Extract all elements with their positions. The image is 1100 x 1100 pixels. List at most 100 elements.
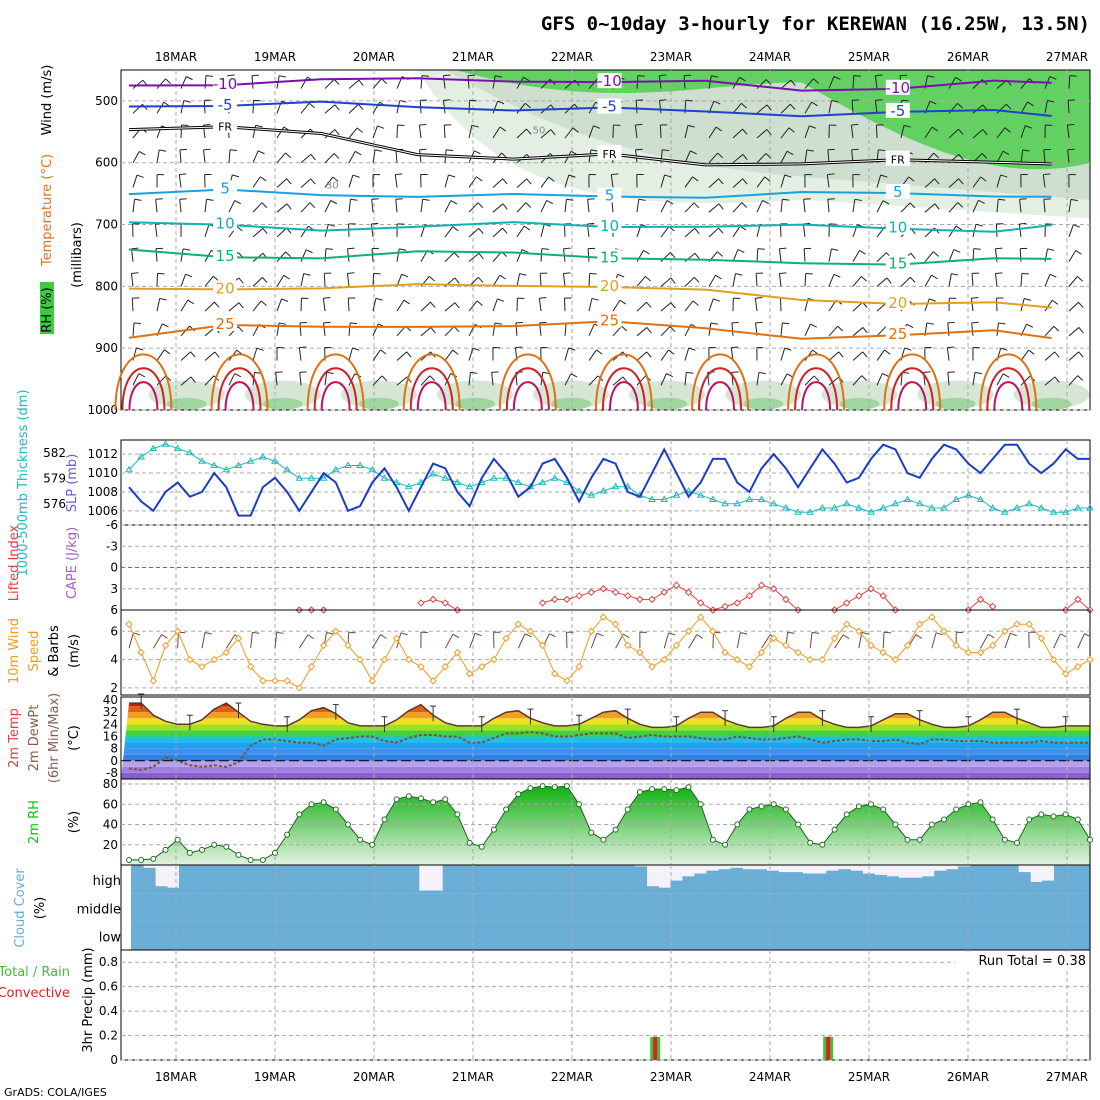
upper-wind-barb <box>684 125 689 139</box>
thickness-marker <box>1049 508 1058 515</box>
upper-wind-barb <box>947 372 950 386</box>
rh-marker <box>527 785 534 792</box>
upper-wind-barb-flag <box>788 127 795 133</box>
upper-wind-barb <box>588 78 598 89</box>
upper-wind-barb <box>322 298 326 312</box>
upper-wind-barb-flag <box>281 298 289 302</box>
thickness-marker <box>307 474 316 481</box>
upper-wind-barb-flag <box>1067 123 1075 126</box>
wind-speed-marker <box>709 627 717 635</box>
upper-wind-barb <box>324 248 327 262</box>
lifted-index-marker <box>697 599 705 607</box>
rh-tick-label: 80 <box>103 777 118 791</box>
cloud-bar-middle <box>850 893 863 922</box>
wind-10m-barb <box>201 632 206 649</box>
upper-wind-barb <box>780 322 783 336</box>
isotherm-label-bg <box>597 98 622 114</box>
wind-10m-barb-flag <box>133 632 141 636</box>
cloud-bar-middle <box>250 893 264 922</box>
upper-wind-barb-flag <box>164 349 171 355</box>
upper-wind-barb-flag <box>286 203 292 210</box>
rh-marker <box>138 856 145 863</box>
rh-marker <box>928 821 935 828</box>
cloud-bar-low <box>706 921 719 950</box>
upper-wind-barb <box>1020 78 1030 89</box>
rh-marker <box>284 831 291 838</box>
upper-wind-barb <box>1042 174 1046 188</box>
precip-conv-bar <box>826 1036 831 1060</box>
cloud-bar-high <box>994 865 1007 894</box>
warm-contour <box>594 353 653 411</box>
upper-wind-barb-flag <box>502 227 508 234</box>
cloud-bar-low <box>286 921 300 950</box>
temp-tick-label: 0 <box>110 754 118 768</box>
upper-wind-barb <box>732 273 736 287</box>
precip-panel: 0.8 0.6 0.4 0.2 0 Run Total = 0.38 Total / Rai… <box>0 947 1091 1067</box>
wind-10m-barb-flag <box>787 631 795 634</box>
rh-marker <box>831 826 838 833</box>
upper-wind-barb-flag <box>1021 272 1029 275</box>
upper-wind-barb <box>1067 100 1070 114</box>
upper-wind-barb <box>708 298 714 312</box>
upper-wind-barb <box>1019 199 1022 213</box>
upper-wind-barb-flag <box>399 248 407 251</box>
rh-marker <box>734 821 741 828</box>
upper-wind-barb-flag <box>237 326 244 333</box>
upper-wind-barb <box>156 298 161 312</box>
upper-wind-barb <box>443 124 446 139</box>
rh-marker <box>612 826 619 833</box>
cloud-bar-high <box>190 865 204 894</box>
wind-speed-marker <box>1086 655 1094 664</box>
slp-tick-label: 1006 <box>87 504 118 518</box>
wind-speed-marker <box>1025 620 1033 628</box>
upper-wind-barb <box>516 273 521 287</box>
upper-wind-barb <box>516 178 528 188</box>
rh-marker <box>746 806 753 813</box>
ylabel-rh-2: (%) <box>67 811 82 834</box>
upper-wind-barb-flag <box>934 178 940 185</box>
upper-wind-barb-flag <box>333 79 340 85</box>
cloud-bar-middle <box>574 893 588 922</box>
x-tick-label-bottom: 19MAR <box>254 1070 296 1084</box>
x-tick-label-top: 27MAR <box>1046 50 1088 64</box>
upper-wind-barb-flag <box>670 277 676 284</box>
cloud-bar-middle <box>178 893 192 922</box>
upper-wind-barb <box>155 199 158 213</box>
upper-wind-barb <box>276 227 287 238</box>
isotherm-label: 5 <box>605 187 615 205</box>
upper-wind-barb-flag <box>563 247 571 250</box>
upper-wind-barb <box>900 125 905 139</box>
lifted-index-marker <box>757 581 766 589</box>
upper-wind-barb <box>780 347 786 361</box>
isotherm-label: 15 <box>888 255 907 273</box>
upper-wind-barb <box>1066 125 1070 139</box>
wind-10m-barb-flag <box>380 634 387 639</box>
thickness-marker <box>672 491 681 498</box>
rh-marker <box>989 816 996 823</box>
upper-wind-barb <box>348 79 360 89</box>
upper-wind-barb-flag <box>275 371 283 373</box>
wind-10m-barb <box>469 633 476 649</box>
upper-wind-barb-flag <box>718 178 724 185</box>
upper-wind-barb-flag <box>637 75 645 77</box>
upper-wind-barb <box>852 327 864 337</box>
upper-wind-barb <box>1068 199 1072 213</box>
cloud-bar-high <box>382 865 396 894</box>
x-tick-label-top: 25MAR <box>848 50 890 64</box>
upper-wind-barb <box>324 104 336 114</box>
rh-marker <box>369 841 376 848</box>
wind-speed-marker <box>660 655 668 664</box>
upper-wind-barb-flag <box>806 149 814 152</box>
upper-wind-barb-flag <box>646 351 652 358</box>
upper-wind-barb-flag <box>352 174 360 178</box>
upper-wind-barb-flag <box>401 273 409 278</box>
isotherm-label: 10 <box>600 217 619 235</box>
isotherm-label: FR <box>603 148 617 161</box>
upper-wind-barb-flag <box>764 176 771 182</box>
wind-10m-barb <box>834 634 844 649</box>
rh-low-core <box>647 397 688 410</box>
upper-wind-barb-flag <box>635 123 643 126</box>
cloud-bar-high <box>238 865 252 894</box>
upper-wind-barb-flag <box>159 297 167 301</box>
upper-wind-barb-flag <box>161 323 169 328</box>
